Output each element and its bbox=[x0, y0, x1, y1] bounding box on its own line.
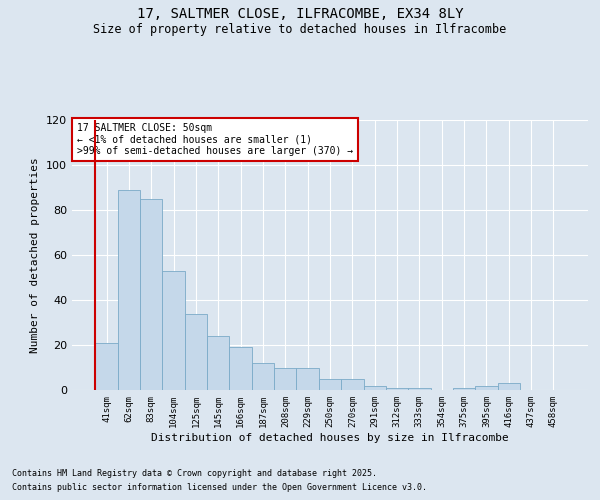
Bar bbox=[185, 314, 207, 390]
Bar bbox=[296, 368, 319, 390]
Bar bbox=[386, 388, 408, 390]
Text: Contains public sector information licensed under the Open Government Licence v3: Contains public sector information licen… bbox=[12, 484, 427, 492]
Bar bbox=[475, 386, 497, 390]
Bar bbox=[163, 271, 185, 390]
Bar bbox=[408, 388, 431, 390]
Bar bbox=[274, 368, 296, 390]
Bar bbox=[207, 336, 229, 390]
Text: 17 SALTMER CLOSE: 50sqm
← <1% of detached houses are smaller (1)
>99% of semi-de: 17 SALTMER CLOSE: 50sqm ← <1% of detache… bbox=[77, 122, 353, 156]
Bar bbox=[140, 198, 163, 390]
Bar bbox=[453, 388, 475, 390]
Y-axis label: Number of detached properties: Number of detached properties bbox=[31, 157, 40, 353]
Bar bbox=[118, 190, 140, 390]
Text: Size of property relative to detached houses in Ilfracombe: Size of property relative to detached ho… bbox=[94, 22, 506, 36]
Text: Contains HM Land Registry data © Crown copyright and database right 2025.: Contains HM Land Registry data © Crown c… bbox=[12, 468, 377, 477]
Bar bbox=[252, 363, 274, 390]
Bar bbox=[95, 343, 118, 390]
Bar bbox=[319, 379, 341, 390]
Bar bbox=[341, 379, 364, 390]
Bar bbox=[497, 383, 520, 390]
Bar bbox=[364, 386, 386, 390]
X-axis label: Distribution of detached houses by size in Ilfracombe: Distribution of detached houses by size … bbox=[151, 432, 509, 442]
Bar bbox=[229, 347, 252, 390]
Text: 17, SALTMER CLOSE, ILFRACOMBE, EX34 8LY: 17, SALTMER CLOSE, ILFRACOMBE, EX34 8LY bbox=[137, 8, 463, 22]
